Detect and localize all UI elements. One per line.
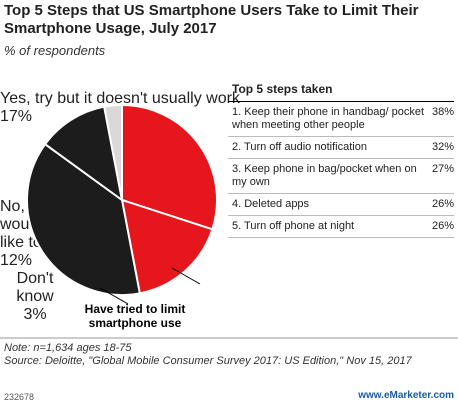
- table-row: 4. Deleted apps 26%: [228, 194, 454, 216]
- table-row: 1. Keep their phone in handbag/ pocket w…: [228, 102, 454, 137]
- pie-slice: [120, 198, 214, 295]
- table-row: 2. Turn off audio notification 32%: [228, 137, 454, 159]
- table: Top 5 steps taken 1. Keep their phone in…: [228, 78, 454, 238]
- slice-name: Don't know: [16, 270, 54, 305]
- slice-label: Don't know 3%: [0, 270, 70, 324]
- slice-value: 3%: [23, 306, 47, 323]
- row-label: 3. Keep phone in bag/pocket when on my o…: [232, 163, 417, 188]
- slice-name: Yes, try but it doesn't usually work: [0, 90, 240, 107]
- slice-value: 12%: [0, 252, 33, 269]
- pie-slice: [43, 105, 124, 203]
- table-row: 3. Keep phone in bag/pocket when on my o…: [228, 159, 454, 194]
- site: www.eMarketer.com: [358, 390, 454, 401]
- footer: Note: n=1,634 ages 18-75 Source: Deloitt…: [4, 342, 454, 368]
- row-value: 26%: [431, 198, 454, 210]
- row-value: 26%: [431, 220, 454, 232]
- pointer: [171, 267, 201, 285]
- table-row: 5. Turn off phone at night 26%: [228, 216, 454, 238]
- pointer: [99, 287, 129, 305]
- row-label: 1. Keep their phone in handbag/ pocket w…: [232, 106, 425, 131]
- pie-slice: [103, 103, 123, 201]
- pie-slice: [26, 142, 141, 296]
- table-title: Top 5 steps taken: [228, 78, 454, 102]
- row-value: 27%: [431, 163, 454, 175]
- chart-id: 232678: [4, 392, 35, 402]
- slice-name: Yes, make an effort and usually succeed: [0, 0, 90, 71]
- row-value: 32%: [431, 141, 454, 153]
- chart-title: Top 5 Steps that US Smartphone Users Tak…: [4, 2, 419, 37]
- row-label: 4. Deleted apps: [232, 198, 310, 210]
- chart-subtitle: % of respondents: [4, 43, 106, 58]
- pie-slice: [121, 103, 218, 231]
- row-value: 38%: [431, 106, 454, 118]
- slice-label: Yes, make an effort and usually succeed 3…: [0, 0, 90, 90]
- slice-value: 17%: [0, 108, 33, 125]
- annotation: Have tried to limit smartphone use: [84, 302, 186, 330]
- row-label: 2. Turn off audio notification: [232, 141, 367, 153]
- source: Source: Deloitte, "Global Mobile Consume…: [4, 355, 412, 367]
- slice-label: Yes, try but it doesn't usually work 17%: [0, 90, 250, 126]
- slice-value: 30%: [57, 72, 90, 89]
- note: Note: n=1,634 ages 18-75: [4, 342, 132, 354]
- row-label: 5. Turn off phone at night: [232, 220, 355, 232]
